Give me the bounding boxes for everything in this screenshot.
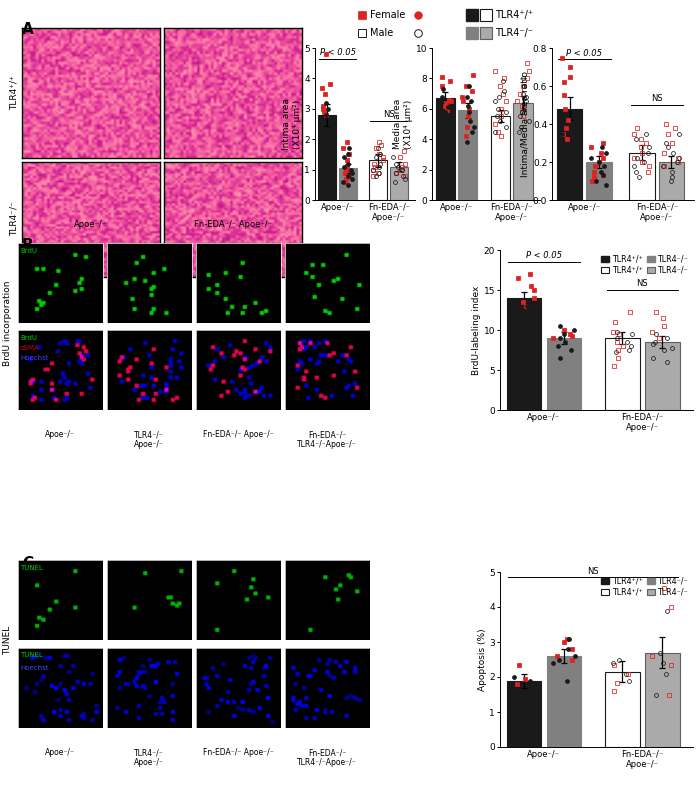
Bar: [466, 27, 478, 39]
Text: αSMA: αSMA: [20, 345, 40, 351]
Bar: [557, 109, 582, 200]
Text: BrdU incorporation: BrdU incorporation: [4, 280, 13, 366]
Text: NS: NS: [651, 94, 663, 104]
Text: TLR4⁺/⁺: TLR4⁺/⁺: [10, 76, 18, 110]
Y-axis label: Intima area
(X10⁴ μm²): Intima area (X10⁴ μm²): [282, 98, 302, 150]
Bar: [606, 338, 640, 410]
Text: BrdU: BrdU: [20, 248, 37, 254]
Bar: [606, 672, 640, 747]
Text: NS: NS: [636, 280, 648, 288]
Text: TUNEL: TUNEL: [20, 565, 43, 571]
Bar: [458, 110, 477, 200]
Text: P < 0.05: P < 0.05: [526, 252, 562, 260]
Bar: [370, 161, 387, 200]
Bar: [435, 98, 455, 200]
Bar: [466, 9, 478, 21]
Text: Fn-EDA⁻/⁻
TLR4⁻/⁻Apoe⁻/⁻: Fn-EDA⁻/⁻ TLR4⁻/⁻Apoe⁻/⁻: [297, 748, 357, 767]
Text: TLR4⁺/⁺: TLR4⁺/⁺: [495, 10, 533, 20]
Text: Apoe⁻/⁻: Apoe⁻/⁻: [45, 430, 75, 439]
Bar: [547, 656, 581, 747]
Text: C: C: [22, 556, 33, 571]
Y-axis label: Intima/Media area ratio: Intima/Media area ratio: [521, 71, 530, 177]
Text: Hoechst: Hoechst: [20, 665, 48, 671]
Bar: [513, 103, 533, 200]
Bar: [480, 9, 492, 21]
Text: Fn-EDA⁻/⁻ Apoe⁻/⁻: Fn-EDA⁻/⁻ Apoe⁻/⁻: [194, 220, 272, 229]
Bar: [507, 298, 541, 410]
Text: B: B: [22, 238, 34, 253]
Bar: [629, 153, 655, 200]
Text: Fn-EDA⁻/⁻ Apoe⁻/⁻: Fn-EDA⁻/⁻ Apoe⁻/⁻: [202, 748, 274, 757]
Text: TUNEL: TUNEL: [4, 626, 13, 654]
Bar: [547, 338, 581, 410]
Text: TLR4⁻/⁻
Apoe⁻/⁻: TLR4⁻/⁻ Apoe⁻/⁻: [134, 748, 164, 767]
Text: Apoe⁻/⁻: Apoe⁻/⁻: [74, 220, 108, 229]
Bar: [390, 166, 408, 200]
Text: A: A: [22, 22, 34, 37]
Text: Male: Male: [370, 28, 393, 38]
Y-axis label: Media area
(X10⁴ μm²): Media area (X10⁴ μm²): [393, 99, 413, 149]
Bar: [480, 27, 492, 39]
Bar: [339, 168, 357, 200]
Bar: [645, 653, 680, 747]
Y-axis label: Apoptosis (%): Apoptosis (%): [477, 628, 486, 691]
Text: TLR4⁻/⁻: TLR4⁻/⁻: [10, 201, 18, 237]
Bar: [507, 681, 541, 747]
Y-axis label: BrdU-labeling index: BrdU-labeling index: [472, 285, 481, 375]
Bar: [318, 115, 337, 200]
Text: P < 0.05: P < 0.05: [320, 48, 356, 57]
Text: Fn-EDA⁻/⁻ Apoe⁻/⁻: Fn-EDA⁻/⁻ Apoe⁻/⁻: [202, 430, 274, 439]
Text: BrdU: BrdU: [20, 335, 37, 341]
Text: Hoechst: Hoechst: [20, 355, 48, 361]
Bar: [645, 342, 680, 410]
Bar: [587, 162, 612, 200]
Text: Fn-EDA⁻/⁻
TLR4⁻/⁻Apoe⁻/⁻: Fn-EDA⁻/⁻ TLR4⁻/⁻Apoe⁻/⁻: [297, 430, 357, 449]
Bar: [491, 117, 510, 200]
Text: NS: NS: [587, 567, 599, 576]
Text: Female: Female: [370, 10, 405, 20]
Legend: TLR4⁺/⁺, TLR4⁺/⁺, TLR4⁻/⁻, TLR4⁻/⁻: TLR4⁺/⁺, TLR4⁺/⁺, TLR4⁻/⁻, TLR4⁻/⁻: [601, 254, 689, 276]
Text: TUNEL: TUNEL: [20, 652, 43, 658]
Text: P < 0.05: P < 0.05: [566, 49, 602, 58]
Text: TLR4⁻/⁻
Apoe⁻/⁻: TLR4⁻/⁻ Apoe⁻/⁻: [134, 430, 164, 449]
Bar: [659, 162, 684, 200]
Text: NS: NS: [383, 110, 395, 119]
Text: TLR4⁻/⁻: TLR4⁻/⁻: [495, 28, 533, 38]
Legend: TLR4⁺/⁺, TLR4⁺/⁺, TLR4⁻/⁻, TLR4⁻/⁻: TLR4⁺/⁺, TLR4⁺/⁺, TLR4⁻/⁻, TLR4⁻/⁻: [601, 576, 689, 598]
Text: Apoe⁻/⁻: Apoe⁻/⁻: [45, 748, 75, 757]
